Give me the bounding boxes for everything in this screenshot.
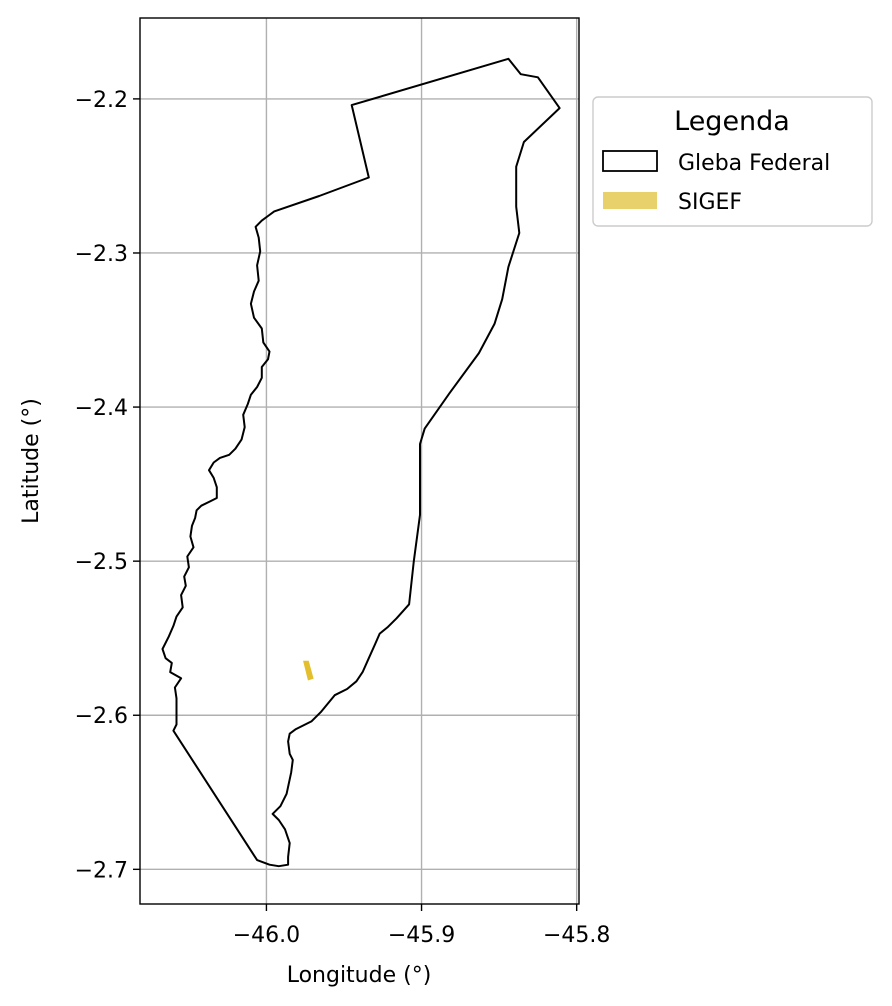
axis-ticks: −46.0 −45.9 −45.8 −2.2 −2.3 −2.4 −2.5 −2.6 −2.7: [75, 88, 611, 948]
legend-swatch-sigef: [603, 192, 657, 209]
legend: Legenda Gleba Federal SIGEF: [593, 97, 872, 226]
y-tick-label-3: −2.5: [75, 550, 128, 575]
y-axis-label: Latitude (°): [19, 398, 44, 524]
y-tick-label-0: −2.2: [75, 88, 128, 113]
map-layers: [163, 59, 560, 866]
legend-label-sigef: SIGEF: [678, 190, 742, 215]
x-tick-label-2: −45.8: [543, 923, 610, 948]
gleba-federal-polygon: [163, 59, 560, 866]
y-tick-label-5: −2.7: [75, 858, 128, 883]
y-tick-label-4: −2.6: [75, 704, 128, 729]
x-tick-label-0: −46.0: [233, 923, 300, 948]
x-axis-label: Longitude (°): [287, 963, 432, 988]
x-tick-label-1: −45.9: [388, 923, 455, 948]
legend-swatch-gleba-federal: [603, 151, 657, 171]
legend-title: Legenda: [674, 106, 790, 137]
y-tick-label-1: −2.3: [75, 242, 128, 267]
sigef-parcel-0: [304, 661, 313, 680]
legend-label-gleba-federal: Gleba Federal: [678, 151, 830, 176]
grid-lines: [140, 18, 579, 904]
plot-frame: [140, 18, 579, 904]
y-tick-label-2: −2.4: [75, 396, 128, 421]
